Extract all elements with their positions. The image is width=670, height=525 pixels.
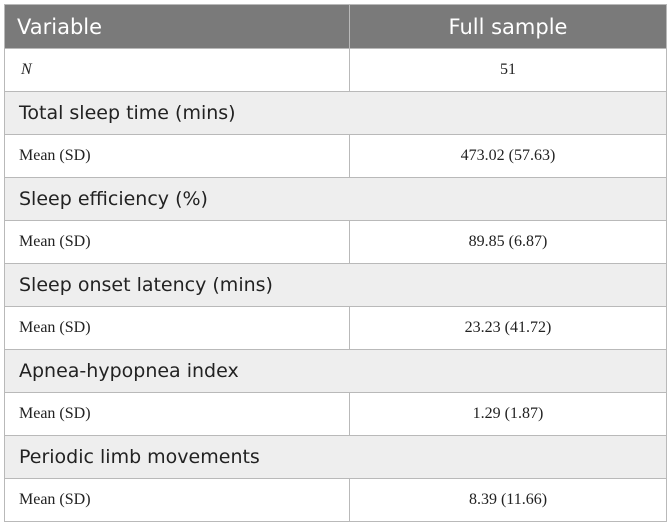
section-title: Sleep efficiency (%) (4, 177, 667, 221)
header-full-sample: Full sample (349, 4, 667, 49)
section-header-sleep-efficiency: Sleep efficiency (%) (4, 177, 667, 221)
table-header-row: Variable Full sample (4, 4, 667, 49)
stat-value: 473.02 (57.63) (349, 134, 667, 178)
stat-label: Mean (SD) (4, 134, 350, 178)
section-header-apnea-hypopnea-index: Apnea-hypopnea index (4, 349, 667, 393)
stat-label: Mean (SD) (4, 478, 350, 522)
stat-value: 8.39 (11.66) (349, 478, 667, 522)
header-variable: Variable (4, 4, 350, 49)
section-title: Apnea-hypopnea index (4, 349, 667, 393)
row-label-n: N (4, 48, 350, 92)
section-title: Sleep onset latency (mins) (4, 263, 667, 307)
section-title: Total sleep time (mins) (4, 91, 667, 135)
table-row: Mean (SD) 23.23 (41.72) (4, 306, 667, 350)
stat-label: Mean (SD) (4, 220, 350, 264)
sleep-statistics-table: Variable Full sample N 51 Total sleep ti… (4, 4, 667, 522)
table-row-n: N 51 (4, 48, 667, 92)
table-row: Mean (SD) 89.85 (6.87) (4, 220, 667, 264)
table-row: Mean (SD) 8.39 (11.66) (4, 478, 667, 522)
stat-label: Mean (SD) (4, 392, 350, 436)
stat-label: Mean (SD) (4, 306, 350, 350)
row-value-n: 51 (349, 48, 667, 92)
stat-value: 23.23 (41.72) (349, 306, 667, 350)
table-row: Mean (SD) 473.02 (57.63) (4, 134, 667, 178)
section-header-total-sleep-time: Total sleep time (mins) (4, 91, 667, 135)
table-row: Mean (SD) 1.29 (1.87) (4, 392, 667, 436)
section-header-sleep-onset-latency: Sleep onset latency (mins) (4, 263, 667, 307)
section-title: Periodic limb movements (4, 435, 667, 479)
section-header-periodic-limb-movements: Periodic limb movements (4, 435, 667, 479)
stat-value: 89.85 (6.87) (349, 220, 667, 264)
stat-value: 1.29 (1.87) (349, 392, 667, 436)
